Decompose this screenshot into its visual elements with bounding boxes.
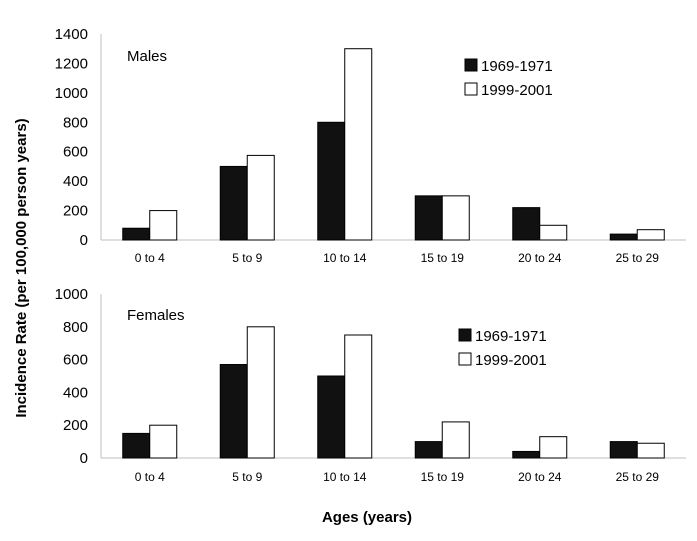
bar-1999-2001-25-to-29 [636, 442, 665, 459]
y-tick-label: 1400 [55, 26, 88, 43]
x-tick-label: 20 to 24 [518, 251, 562, 265]
x-tick-label: 15 to 19 [421, 251, 465, 265]
legend-label-1999-2001: 1999-2001 [481, 82, 553, 99]
bar-1999-2001-15-to-19 [441, 195, 470, 241]
x-tick-label: 10 to 14 [323, 251, 367, 265]
bar-1969-1971-10-to-14 [317, 375, 346, 459]
legend-swatch-1999-2001 [464, 82, 478, 96]
y-tick-label: 400 [63, 384, 88, 401]
y-tick-label: 200 [63, 417, 88, 434]
legend-label-1969-1971: 1969-1971 [481, 58, 553, 75]
y-tick-label: 400 [63, 173, 88, 190]
y-tick-label: 200 [63, 203, 88, 220]
x-tick-label: 10 to 14 [323, 470, 367, 484]
y-tick-label: 600 [63, 352, 88, 369]
bar-1969-1971-25-to-29 [609, 233, 638, 241]
bar-1969-1971-0-to-4 [122, 227, 151, 241]
legend-swatch-1999-2001 [458, 352, 472, 366]
bar-1999-2001-20-to-24 [539, 436, 568, 459]
bar-1999-2001-20-to-24 [539, 224, 568, 241]
females-panel: 0 200 400 600 800 1000 0 to 4 5 to 9 10 to 14 15 … [55, 286, 686, 484]
bar-1999-2001-5-to-9 [246, 154, 275, 241]
legend-swatch-1969-1971 [458, 328, 472, 342]
bar-1999-2001-5-to-9 [246, 326, 275, 459]
panel-title: Males [127, 48, 167, 65]
x-tick-label: 15 to 19 [421, 470, 465, 484]
bar-1969-1971-25-to-29 [609, 441, 638, 459]
y-tick-label: 800 [63, 319, 88, 336]
y-tick-label: 600 [63, 144, 88, 161]
x-tick-label: 25 to 29 [616, 470, 660, 484]
x-tick-label: 0 to 4 [135, 251, 165, 265]
bar-1999-2001-10-to-14 [344, 48, 373, 241]
x-tick-label: 0 to 4 [135, 470, 165, 484]
y-axis-title: Incidence Rate (per 100,000 person years… [13, 118, 30, 417]
bar-1969-1971-5-to-9 [219, 364, 248, 459]
bar-1969-1971-20-to-24 [512, 207, 541, 241]
bar-1969-1971-0-to-4 [122, 432, 151, 459]
panel-title: Females [127, 307, 185, 324]
bar-1999-2001-0-to-4 [149, 210, 178, 241]
x-tick-label: 20 to 24 [518, 470, 562, 484]
legend-swatch-1969-1971 [464, 58, 478, 72]
y-tick-label: 0 [80, 450, 88, 467]
y-tick-label: 1000 [55, 85, 88, 102]
bar-1969-1971-15-to-19 [414, 441, 443, 459]
bar-1969-1971-5-to-9 [219, 165, 248, 241]
x-axis-title: Ages (years) [322, 509, 412, 526]
y-tick-label: 1000 [55, 286, 88, 303]
x-tick-label: 5 to 9 [232, 251, 262, 265]
y-tick-label: 1200 [55, 55, 88, 72]
y-tick-label: 0 [80, 232, 88, 249]
bar-1969-1971-15-to-19 [414, 195, 443, 241]
bar-1969-1971-10-to-14 [317, 121, 346, 241]
y-tick-label: 800 [63, 114, 88, 131]
legend-label-1999-2001: 1999-2001 [475, 352, 547, 369]
males-panel: 0 200 400 600 800 1000 1200 1400 0 to 4 5 to 9 10 … [55, 26, 686, 265]
legend-label-1969-1971: 1969-1971 [475, 328, 547, 345]
bar-1999-2001-15-to-19 [441, 421, 470, 459]
bar-1999-2001-10-to-14 [344, 334, 373, 459]
x-tick-label: 25 to 29 [616, 251, 660, 265]
bar-1999-2001-25-to-29 [636, 229, 665, 241]
x-tick-label: 5 to 9 [232, 470, 262, 484]
bar-1999-2001-0-to-4 [149, 424, 178, 459]
bar-1969-1971-20-to-24 [512, 450, 541, 459]
